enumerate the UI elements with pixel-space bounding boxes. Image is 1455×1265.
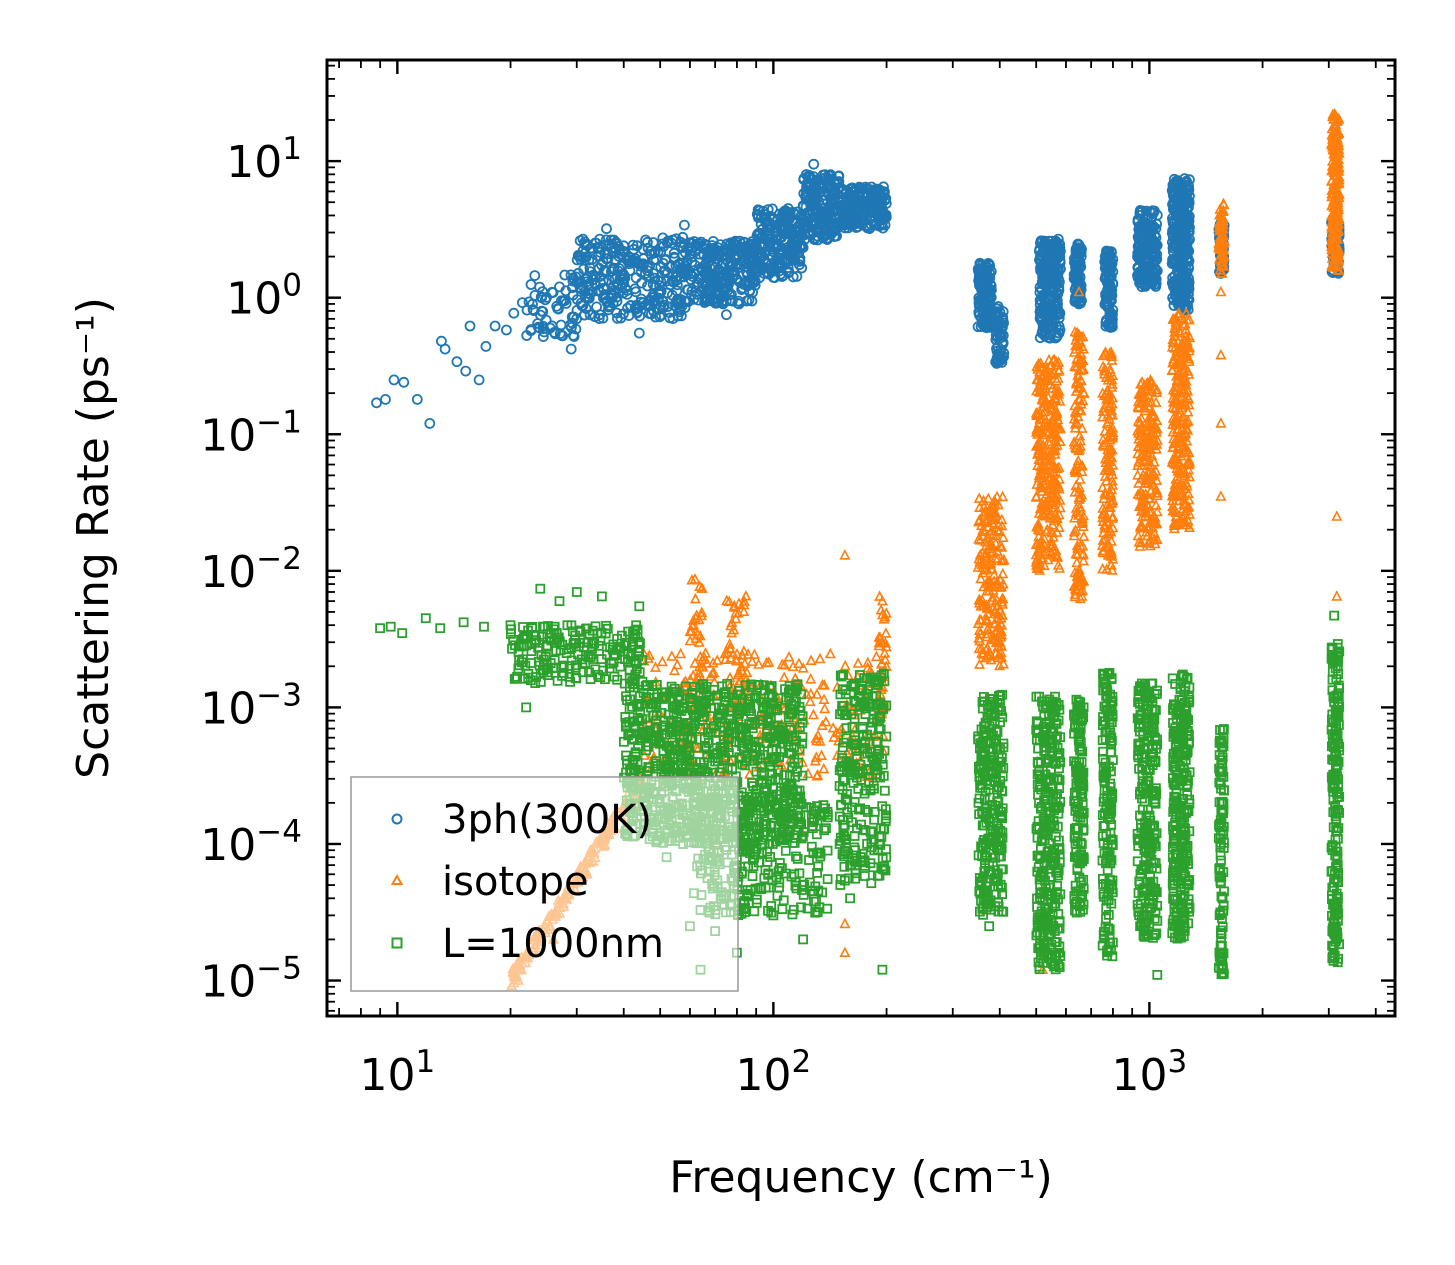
data-point <box>527 304 539 315</box>
data-point <box>582 271 593 283</box>
data-point <box>621 288 633 300</box>
data-point <box>662 301 674 313</box>
series-0 <box>371 158 1345 429</box>
data-point <box>675 271 687 283</box>
data-point <box>591 301 602 313</box>
data-point <box>727 269 739 281</box>
data-point <box>582 291 594 303</box>
data-point <box>593 285 605 297</box>
data-point <box>572 249 584 261</box>
data-point <box>734 277 746 289</box>
data-point <box>721 238 733 250</box>
data-point <box>560 297 572 309</box>
data-point <box>666 289 678 301</box>
data-point <box>529 289 541 301</box>
data-point <box>546 286 558 298</box>
data-point <box>625 299 637 311</box>
data-point <box>521 304 533 316</box>
data-point <box>655 309 667 321</box>
data-point <box>612 265 624 277</box>
data-point <box>537 323 549 335</box>
data-point <box>674 257 686 269</box>
data-point <box>640 234 651 246</box>
data-point <box>655 285 667 297</box>
data-point <box>659 265 671 276</box>
data-point <box>613 240 624 252</box>
data-point <box>716 250 728 262</box>
data-point <box>613 250 625 262</box>
data-point <box>597 312 609 324</box>
data-point <box>700 240 712 252</box>
data-point <box>619 272 631 284</box>
data-point <box>648 296 660 308</box>
data-point <box>692 276 703 288</box>
data-point <box>739 237 751 249</box>
data-point <box>699 259 711 271</box>
data-point <box>675 294 687 305</box>
data-point <box>685 268 696 280</box>
data-point <box>629 283 641 295</box>
data-point <box>577 300 589 312</box>
data-point <box>662 235 674 247</box>
data-point <box>608 284 620 296</box>
data-point <box>679 302 691 314</box>
data-point <box>559 269 571 281</box>
data-point <box>649 246 661 258</box>
data-point <box>647 279 659 290</box>
data-point <box>603 274 615 286</box>
data-point <box>655 246 667 258</box>
data-point <box>686 256 698 268</box>
data-point <box>556 330 567 342</box>
data-point <box>571 254 583 266</box>
data-point <box>720 295 732 307</box>
data-point <box>707 242 719 254</box>
data-point <box>688 236 700 247</box>
data-point <box>665 279 676 291</box>
data-point <box>612 312 623 324</box>
data-point <box>701 252 713 264</box>
data-point <box>689 246 701 258</box>
data-point <box>615 312 627 324</box>
data-point <box>703 270 714 281</box>
data-point <box>565 269 577 281</box>
data-point <box>689 259 701 271</box>
data-point <box>622 302 633 314</box>
data-point <box>668 276 679 288</box>
data-point <box>710 297 722 309</box>
data-point <box>648 291 660 303</box>
data-point <box>582 287 594 299</box>
data-point <box>557 295 569 307</box>
data-point <box>638 259 649 271</box>
data-point <box>726 295 738 307</box>
data-point <box>593 243 605 254</box>
data-point <box>597 275 609 287</box>
data-point <box>537 306 549 318</box>
data-point <box>584 309 596 321</box>
data-point <box>668 251 680 263</box>
data-point <box>703 286 715 298</box>
data-point <box>525 325 537 337</box>
data-point <box>637 297 649 309</box>
data-point <box>634 310 646 322</box>
data-point <box>713 264 725 276</box>
data-point <box>637 243 649 255</box>
data-point <box>600 264 612 276</box>
data-point <box>572 277 583 289</box>
data-point <box>718 285 729 297</box>
data-point <box>688 293 700 305</box>
data-point <box>535 291 547 303</box>
data-point <box>554 328 566 340</box>
data-point <box>553 303 564 315</box>
data-point <box>586 253 598 265</box>
data-point <box>744 253 755 265</box>
data-point <box>566 321 577 333</box>
data-point <box>537 331 549 343</box>
data-point <box>603 301 615 313</box>
data-point <box>635 266 647 278</box>
